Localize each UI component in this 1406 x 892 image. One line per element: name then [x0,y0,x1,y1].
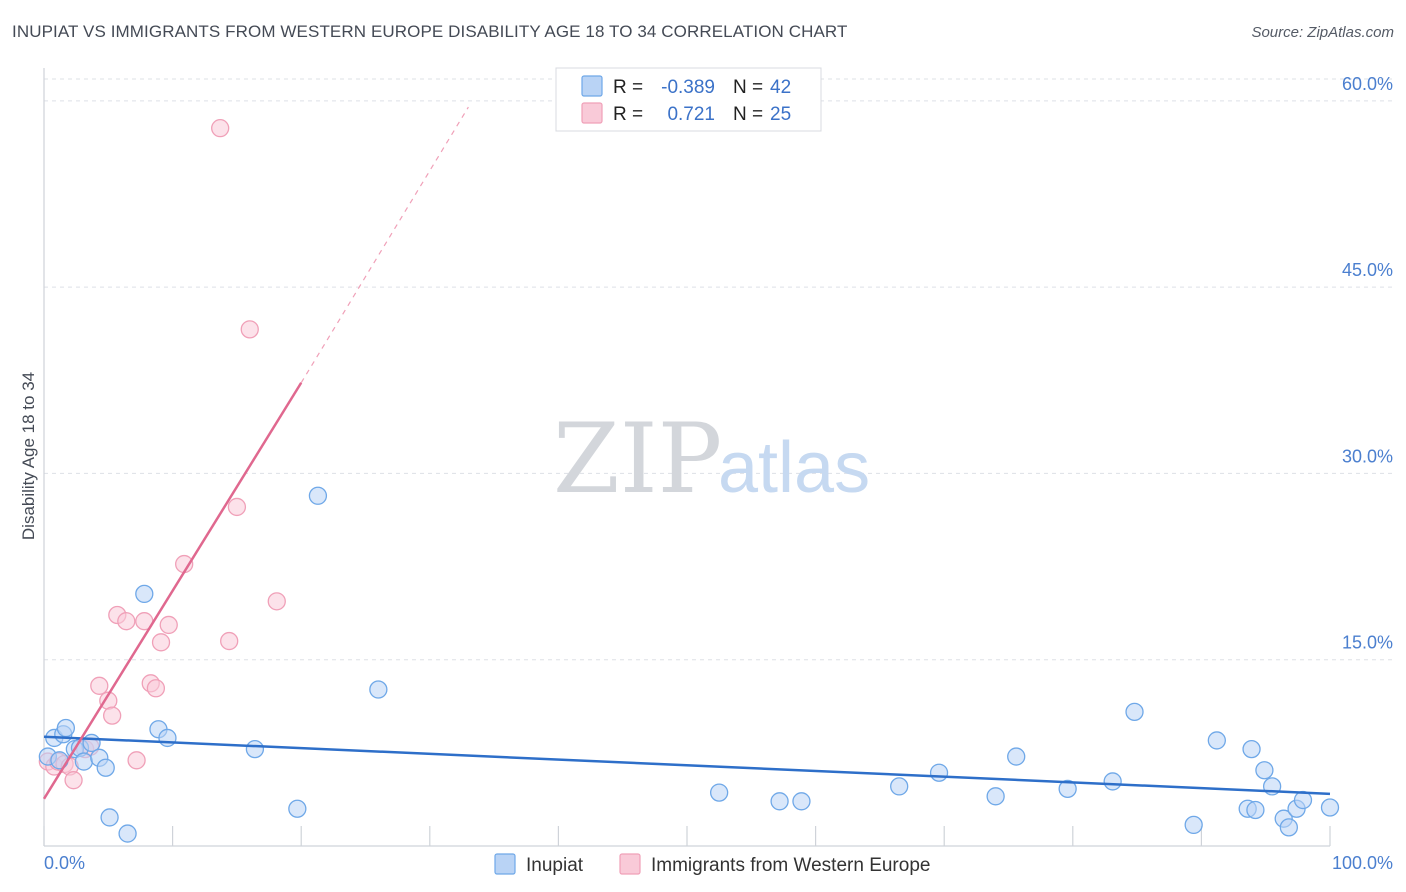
inupiat-point-28 [1103,772,1122,791]
inupiat-point-11 [100,808,119,827]
inupiat-point-35 [1255,761,1274,780]
inupiat-point-29 [1125,702,1144,722]
legend-n-label-immigrants: N = [733,104,763,125]
inupiat-point-18 [308,486,328,505]
inupiat-point-38 [1279,818,1298,837]
legend-n-value-inupiat: 42 [770,77,791,98]
source-label: Source: ZipAtlas.com [1251,24,1394,41]
x-tick-label-max: 100.0% [1332,853,1393,873]
series-legend-swatch-inupiat [494,853,516,875]
inupiat-point-31 [1207,731,1226,750]
legend-swatch-inupiat [581,75,603,97]
inupiat-point-10 [96,758,115,777]
inupiat-point-12 [118,824,137,843]
trend-line-inupiat [43,735,1331,796]
inupiat-point-17 [288,799,307,818]
chart-title: INUPIAT VS IMMIGRANTS FROM WESTERN EUROP… [12,22,848,41]
series-legend-swatch-immigrants [619,853,641,875]
inupiat-point-26 [1007,747,1026,766]
immigrants-point-12 [117,612,136,631]
inupiat-point-27 [1058,779,1077,799]
y-tick-label-1: 30.0% [1342,446,1393,466]
legend-r-label-inupiat: R = [613,77,643,98]
trend-line-immigrants-extension [300,106,469,384]
immigrants-point-8 [90,676,109,695]
inupiat-point-4 [56,718,76,738]
immigrants-point-13 [127,751,146,770]
grid-lines [44,78,1393,661]
immigrants-point-20 [211,119,230,138]
legend-r-label-immigrants: R = [613,104,643,125]
y-tick-label-3: 60.0% [1342,74,1393,94]
inupiat-point-20 [710,783,729,802]
inupiat-point-25 [986,787,1005,806]
watermark-atlas: atlas [718,428,870,508]
legend-r-value-inupiat: -0.389 [661,77,715,98]
series-immigrants-points [38,119,286,790]
x-tick-labels: 0.0% 100.0% [44,853,1393,873]
immigrants-point-17 [151,633,171,652]
series-inupiat-points [38,486,1340,843]
series-legend-label-inupiat: Inupiat [526,855,584,876]
inupiat-point-23 [890,777,909,796]
series-legend-label-immigrants: Immigrants from Western Europe [651,855,930,876]
legend-r-value-immigrants: 0.721 [667,104,715,125]
inupiat-point-15 [158,728,177,748]
inupiat-point-7 [74,752,94,771]
legend-swatch-immigrants [581,102,603,124]
watermark: ZIP atlas [553,403,870,515]
legend-n-label-inupiat: N = [733,77,763,98]
inupiat-point-22 [792,792,811,811]
inupiat-point-19 [369,680,388,699]
inupiat-point-30 [1184,815,1203,835]
y-tick-labels: 15.0% 30.0% 45.0% 60.0% [1342,74,1393,653]
immigrants-point-18 [159,615,178,635]
inupiat-point-33 [1242,739,1261,759]
stats-legend: R = -0.389 N = 42 R = 0.721 N = 25 [555,67,822,132]
y-tick-label-0: 15.0% [1342,633,1393,653]
immigrants-point-24 [267,592,286,611]
inupiat-point-41 [1320,798,1340,817]
immigrants-point-16 [146,679,166,698]
y-axis-label: Disability Age 18 to 34 [19,372,38,540]
trend-lines [42,106,1331,800]
axes [43,68,1331,847]
trend-line-immigrants [42,382,303,800]
watermark-zip: ZIP [553,403,722,515]
immigrants-point-5 [64,771,83,790]
immigrants-point-10 [103,706,122,725]
inupiat-point-16 [245,739,265,759]
inupiat-point-34 [1246,800,1265,820]
series-legend: Inupiat Immigrants from Western Europe [494,853,930,876]
immigrants-point-22 [227,497,247,517]
x-tick-label-min: 0.0% [44,853,85,873]
inupiat-point-13 [135,584,154,604]
legend-n-value-immigrants: 25 [770,104,791,125]
inupiat-point-21 [770,792,789,811]
inupiat-point-24 [929,763,949,782]
immigrants-point-23 [240,320,259,339]
y-tick-label-2: 45.0% [1342,260,1393,280]
immigrants-point-21 [220,631,239,651]
